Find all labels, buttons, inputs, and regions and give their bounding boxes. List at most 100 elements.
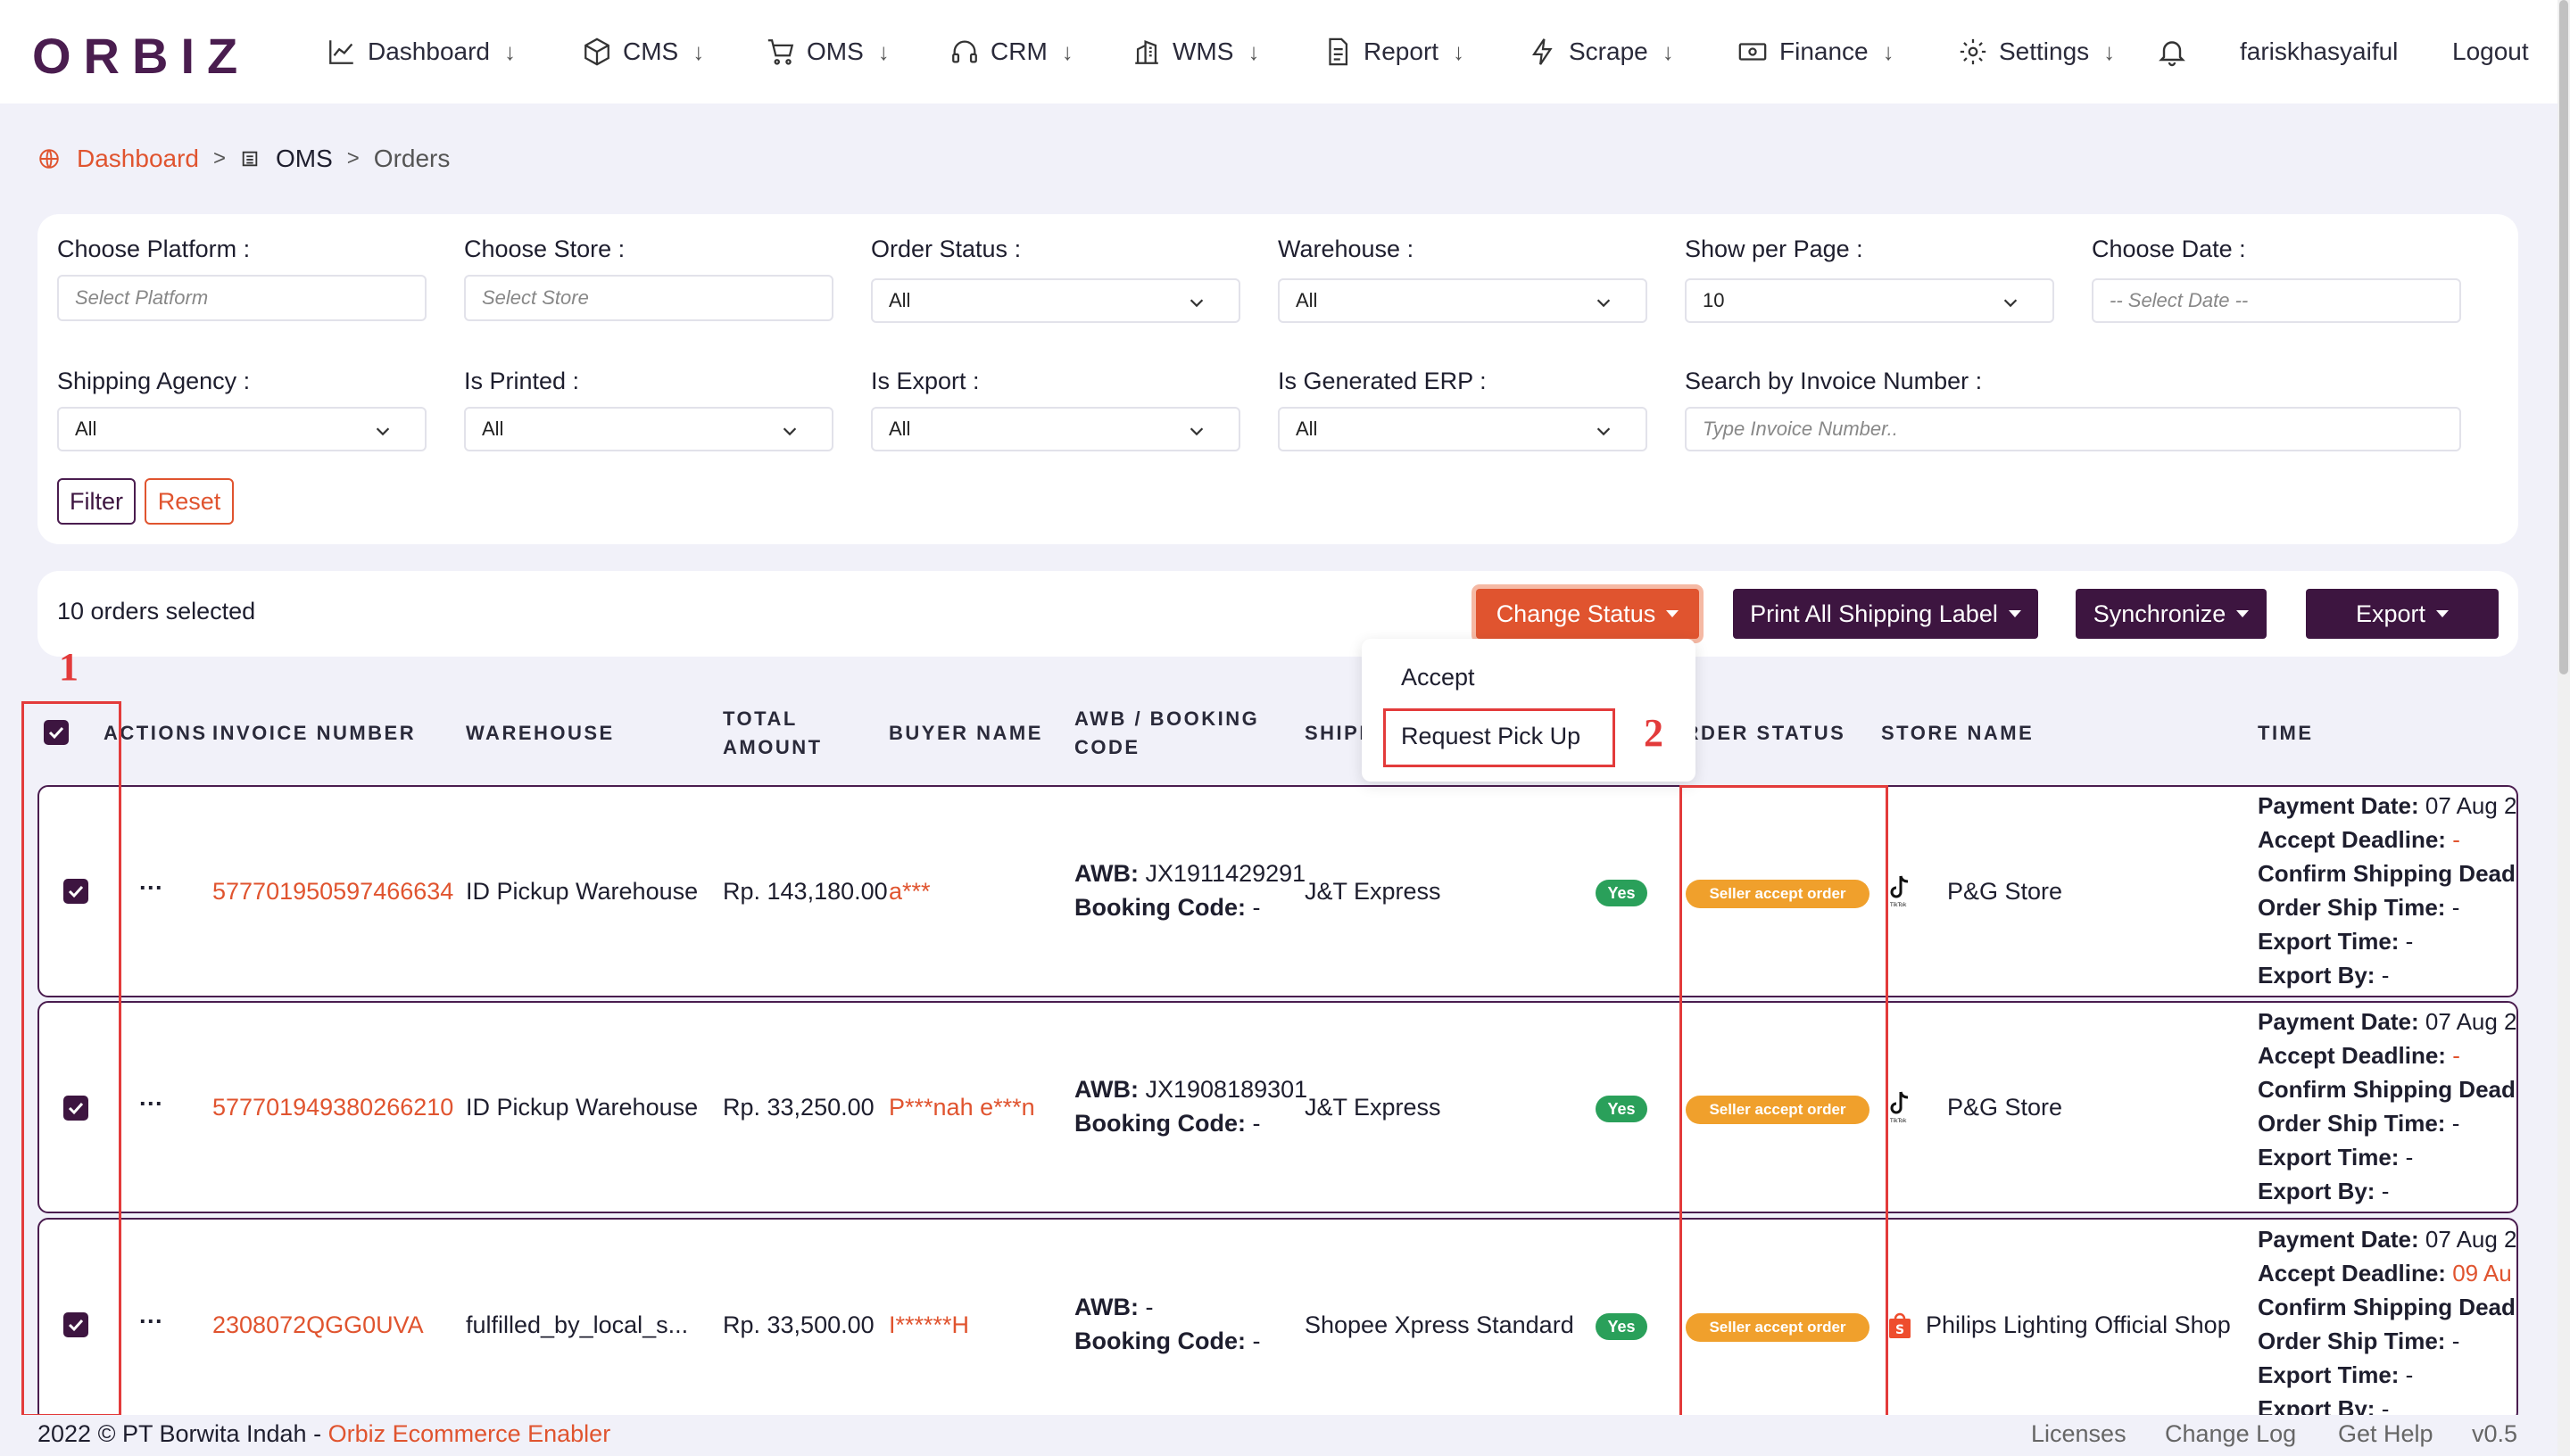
date-picker[interactable]: -- Select Date -- (2092, 278, 2461, 323)
select-all-checkbox[interactable] (44, 720, 69, 745)
accept-deadline-label: Accept Deadline: (2258, 826, 2446, 853)
export-by-label: Export By: (2258, 1395, 2375, 1415)
is-generated-erp-select[interactable]: All (1278, 407, 1647, 451)
filter-button[interactable]: Filter (57, 478, 136, 525)
awb-value: JX1908189301 (1145, 1076, 1308, 1103)
is-export-select[interactable]: All (871, 407, 1240, 451)
confirm-shipping-label: Confirm Shipping Dead (2258, 860, 2516, 887)
breadcrumb-dashboard[interactable]: Dashboard (77, 145, 199, 172)
shipping-agency-select[interactable]: All (57, 407, 427, 451)
breadcrumb-oms[interactable]: OMS (276, 145, 333, 172)
export-time-label: Export Time: (2258, 1361, 2400, 1388)
chevron-down-icon (1596, 427, 1611, 436)
accept-deadline-value: 09 Au (2452, 1260, 2512, 1286)
footer-help[interactable]: Get Help (2338, 1420, 2433, 1447)
platform-select[interactable]: Select Platform (57, 275, 427, 321)
list-icon (242, 151, 258, 167)
logout-link[interactable]: Logout (2452, 37, 2529, 65)
accept-deadline-value: - (2452, 826, 2460, 853)
invoice-search-label: Search by Invoice Number : (1685, 368, 1983, 394)
page-scrollbar[interactable] (2558, 0, 2570, 1456)
table-row[interactable] (37, 1001, 2518, 1213)
platform-label: Choose Platform : (57, 236, 251, 262)
username[interactable]: fariskhasyaiful (2240, 37, 2399, 65)
is-printed-select[interactable]: All (464, 407, 833, 451)
change-status-button[interactable]: Change Status (1476, 589, 1699, 639)
booking-value: - (1252, 894, 1261, 921)
per-page-label: Show per Page : (1685, 236, 1863, 262)
export-by-value: - (2381, 962, 2390, 989)
tiktok-icon: TikTok (1889, 875, 1909, 908)
total-cell: Rp. 143,180.00 (723, 878, 888, 905)
arrow-down-icon: ↓ (877, 37, 890, 65)
footer-brand-link[interactable]: Orbiz Ecommerce Enabler (327, 1420, 611, 1447)
footer-changelog[interactable]: Change Log (2165, 1420, 2297, 1447)
box-icon (584, 37, 609, 66)
reset-button[interactable]: Reset (145, 478, 234, 525)
bolt-icon (1531, 38, 1553, 65)
invoice-link[interactable]: 577701949380266210 (212, 1094, 454, 1121)
row-menu-icon[interactable]: ··· (139, 874, 163, 901)
synchronize-button[interactable]: Synchronize (2076, 589, 2267, 639)
export-time-value: - (2405, 928, 2414, 955)
invoice-search-input[interactable]: Type Invoice Number.. (1685, 407, 2461, 451)
nav-finance[interactable]: Finance ↓ (1737, 0, 1894, 103)
export-button[interactable]: Export (2306, 589, 2499, 639)
svg-text:S: S (1895, 1323, 1904, 1337)
per-page-select[interactable]: 10 (1685, 278, 2054, 323)
nav-wms[interactable]: WMS ↓ (1132, 0, 1259, 103)
globe-icon (39, 149, 59, 169)
nav-report[interactable]: Report ↓ (1322, 0, 1464, 103)
row-checkbox[interactable] (63, 1312, 88, 1337)
print-shipping-label-button[interactable]: Print All Shipping Label (1733, 589, 2038, 639)
nav-crm[interactable]: CRM ↓ (949, 0, 1074, 103)
notifications-button[interactable] (2156, 0, 2199, 103)
order-status-value: All (889, 289, 911, 311)
invoice-link[interactable]: 2308072QGG0UVA (212, 1311, 424, 1338)
ship-time-label: Order Ship Time: (2258, 1328, 2446, 1354)
arrow-down-icon: ↓ (1453, 37, 1465, 65)
warehouse-select[interactable]: All (1278, 278, 1647, 323)
headset-icon (952, 40, 977, 63)
chevron-down-icon (1190, 299, 1204, 308)
nav-dashboard[interactable]: Dashboard ↓ (327, 0, 516, 103)
nav-settings[interactable]: Settings ↓ (1958, 0, 2115, 103)
ship-time-value: - (2451, 1110, 2460, 1137)
chevron-down-icon (1596, 299, 1611, 308)
store-select[interactable]: Select Store (464, 275, 833, 321)
booking-value: - (1252, 1110, 1261, 1137)
header-total-line2: AMOUNT (723, 736, 823, 758)
awb-value: JX1911429291 (1145, 860, 1306, 887)
export-time-value: - (2405, 1144, 2414, 1171)
row-checkbox[interactable] (63, 879, 88, 904)
row-menu-icon[interactable]: ··· (139, 1090, 163, 1117)
export-time-label: Export Time: (2258, 1144, 2400, 1171)
breadcrumb-separator: > (212, 146, 226, 170)
booking-cell: Booking Code: - (1074, 1328, 1261, 1355)
nav-scrape[interactable]: Scrape ↓ (1528, 0, 1674, 103)
order-status-select[interactable]: All (871, 278, 1240, 323)
ship-time-label: Order Ship Time: (2258, 894, 2446, 921)
footer-licenses[interactable]: Licenses (2031, 1420, 2126, 1447)
nav-oms[interactable]: OMS ↓ (766, 0, 890, 103)
orbiz-logo[interactable]: ORBIZ (32, 28, 251, 84)
yes-badge: Yes (1596, 880, 1647, 906)
invoice-link[interactable]: 577701950597466634 (212, 878, 454, 905)
scrollbar-thumb[interactable] (2559, 0, 2568, 674)
caret-down-icon (1666, 610, 1679, 617)
table-row[interactable] (37, 785, 2518, 997)
header-time: TIME (2258, 722, 2314, 744)
awb-label: AWB: (1074, 1294, 1139, 1320)
svg-text:TikTok: TikTok (1889, 1118, 1907, 1124)
booking-label: Booking Code: (1074, 1328, 1246, 1354)
check-icon (68, 1102, 84, 1115)
status-badge: Seller accept order (1686, 880, 1869, 908)
row-menu-icon[interactable]: ··· (139, 1308, 163, 1335)
nav-cms[interactable]: CMS ↓ (582, 0, 704, 103)
top-navbar: ORBIZ Dashboard ↓ CMS ↓ OMS ↓ CRM ↓ WMS … (0, 0, 2558, 103)
menu-item-accept[interactable]: Accept (1401, 664, 1475, 691)
menu-item-request-pickup[interactable]: Request Pick Up (1401, 723, 1581, 749)
buyer-cell: P***nah e***n (889, 1094, 1035, 1121)
row-checkbox[interactable] (63, 1096, 88, 1121)
table-row[interactable] (37, 1218, 2518, 1423)
